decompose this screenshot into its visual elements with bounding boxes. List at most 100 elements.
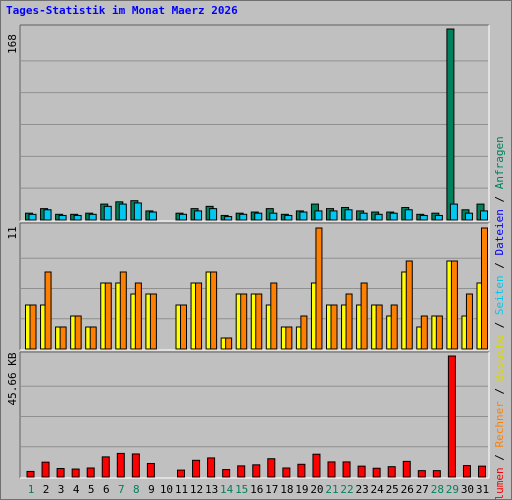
bar-volumen: [432, 470, 441, 478]
bar-volumen: [131, 453, 140, 478]
bar-dateien: [43, 209, 52, 221]
bar-volumen: [478, 465, 486, 478]
bar-dateien: [299, 211, 308, 221]
bottom-axis-max-label: 45.66 KB: [6, 352, 19, 405]
bar-dateien: [224, 216, 233, 221]
bar-besuche: [420, 315, 428, 350]
panel-middle-frame: [19, 222, 490, 351]
bar-besuche: [44, 271, 52, 350]
bar-volumen: [192, 459, 201, 478]
bar-besuche: [465, 293, 473, 350]
day-label: 31: [476, 483, 489, 496]
bar-besuche: [104, 282, 112, 350]
day-label: 23: [355, 483, 368, 496]
bar-volumen: [372, 467, 381, 478]
bar-dateien: [389, 212, 398, 221]
bar-besuche: [450, 260, 458, 350]
bar-besuche: [375, 304, 383, 350]
bar-besuche: [119, 271, 127, 350]
bar-dateien: [88, 213, 97, 221]
legend-separator: /: [493, 255, 506, 275]
bar-besuche: [270, 282, 278, 350]
bar-dateien: [314, 210, 323, 221]
day-label: 3: [58, 483, 65, 496]
legend-separator: /: [493, 448, 506, 468]
bar-volumen: [56, 468, 65, 478]
bar-besuche: [435, 315, 443, 350]
bar-volumen: [417, 470, 426, 478]
legend-seiten: Seiten: [493, 275, 506, 315]
day-label: 25: [386, 483, 399, 496]
bar-dateien: [28, 213, 37, 221]
day-label: 20: [310, 483, 323, 496]
bar-besuche: [315, 227, 323, 350]
chart-title: Tages-Statistik im Monat Maerz 2026: [6, 4, 238, 17]
bar-dateien: [133, 202, 142, 221]
day-label: 30: [461, 483, 474, 496]
bar-besuche: [225, 337, 233, 350]
bar-anfragen: [446, 28, 455, 221]
bar-volumen: [402, 460, 411, 478]
bar-besuche: [89, 326, 97, 350]
bar-volumen: [146, 462, 155, 478]
bar-dateien: [344, 209, 353, 221]
bar-besuche: [330, 304, 338, 350]
bar-volumen: [237, 465, 246, 478]
bar-besuche: [360, 282, 368, 350]
bar-volumen: [297, 463, 306, 478]
day-label: 24: [371, 483, 385, 496]
bar-volumen: [327, 461, 336, 478]
day-label: 16: [250, 483, 263, 496]
day-label: 6: [103, 483, 110, 496]
bar-besuche: [134, 282, 142, 350]
bar-dateien: [480, 210, 488, 221]
top-axis-max-label: 168: [6, 34, 19, 54]
day-label: 19: [295, 483, 308, 496]
legend-separator: /: [493, 189, 506, 209]
bar-dateien: [464, 212, 473, 221]
bar-dateien: [118, 203, 127, 221]
bar-volumen: [222, 469, 231, 478]
bar-besuche: [300, 315, 308, 350]
day-label: 18: [280, 483, 293, 496]
day-label: 28: [431, 483, 444, 496]
bar-besuche: [74, 315, 82, 350]
bar-volumen: [207, 457, 216, 478]
bar-dateien: [58, 214, 67, 221]
day-label: 22: [340, 483, 353, 496]
bar-volumen: [342, 461, 351, 478]
bar-besuche: [285, 326, 293, 350]
bar-dateien: [449, 203, 458, 221]
bar-besuche: [195, 282, 203, 350]
bar-dateien: [73, 214, 82, 221]
day-label: 17: [265, 483, 278, 496]
legend: Volumen / Rechner / Besuche / Seiten / D…: [493, 136, 506, 500]
bar-volumen: [71, 468, 80, 478]
middle-axis-max-label: 11: [6, 226, 19, 239]
day-label: 10: [160, 483, 173, 496]
bar-volumen: [282, 467, 291, 478]
bar-dateien: [103, 205, 112, 221]
day-label: 11: [175, 483, 188, 496]
day-label: 7: [118, 483, 125, 496]
day-label: 21: [325, 483, 338, 496]
day-label: 14: [220, 483, 234, 496]
day-label: 15: [235, 483, 248, 496]
day-label: 12: [190, 483, 203, 496]
bar-dateien: [194, 210, 203, 221]
legend-volumen: Volumen: [493, 467, 506, 500]
day-label: 8: [133, 483, 140, 496]
bar-besuche: [59, 326, 67, 350]
bar-dateien: [209, 208, 218, 221]
bar-volumen: [387, 466, 396, 478]
day-label: 1: [28, 483, 35, 496]
bar-volumen: [26, 470, 35, 478]
bar-besuche: [210, 271, 218, 350]
bar-dateien: [284, 214, 293, 221]
bar-volumen: [177, 469, 185, 478]
bar-besuche: [345, 293, 353, 350]
bar-volumen: [447, 355, 456, 478]
day-label: 13: [205, 483, 218, 496]
bar-dateien: [329, 210, 338, 221]
